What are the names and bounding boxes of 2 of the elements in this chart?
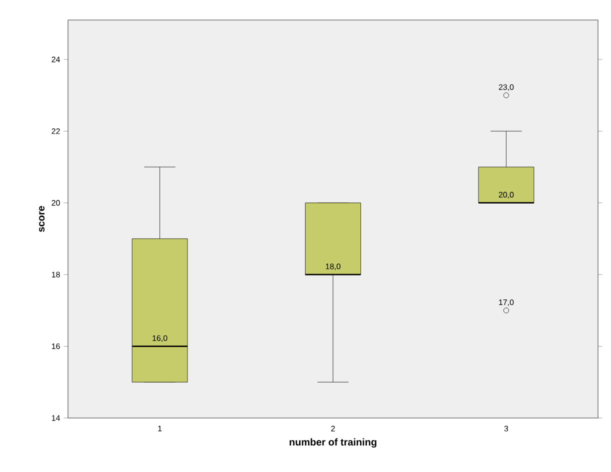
y-axis-title: score [39, 206, 45, 232]
x-axis-title: number of training [290, 438, 376, 448]
